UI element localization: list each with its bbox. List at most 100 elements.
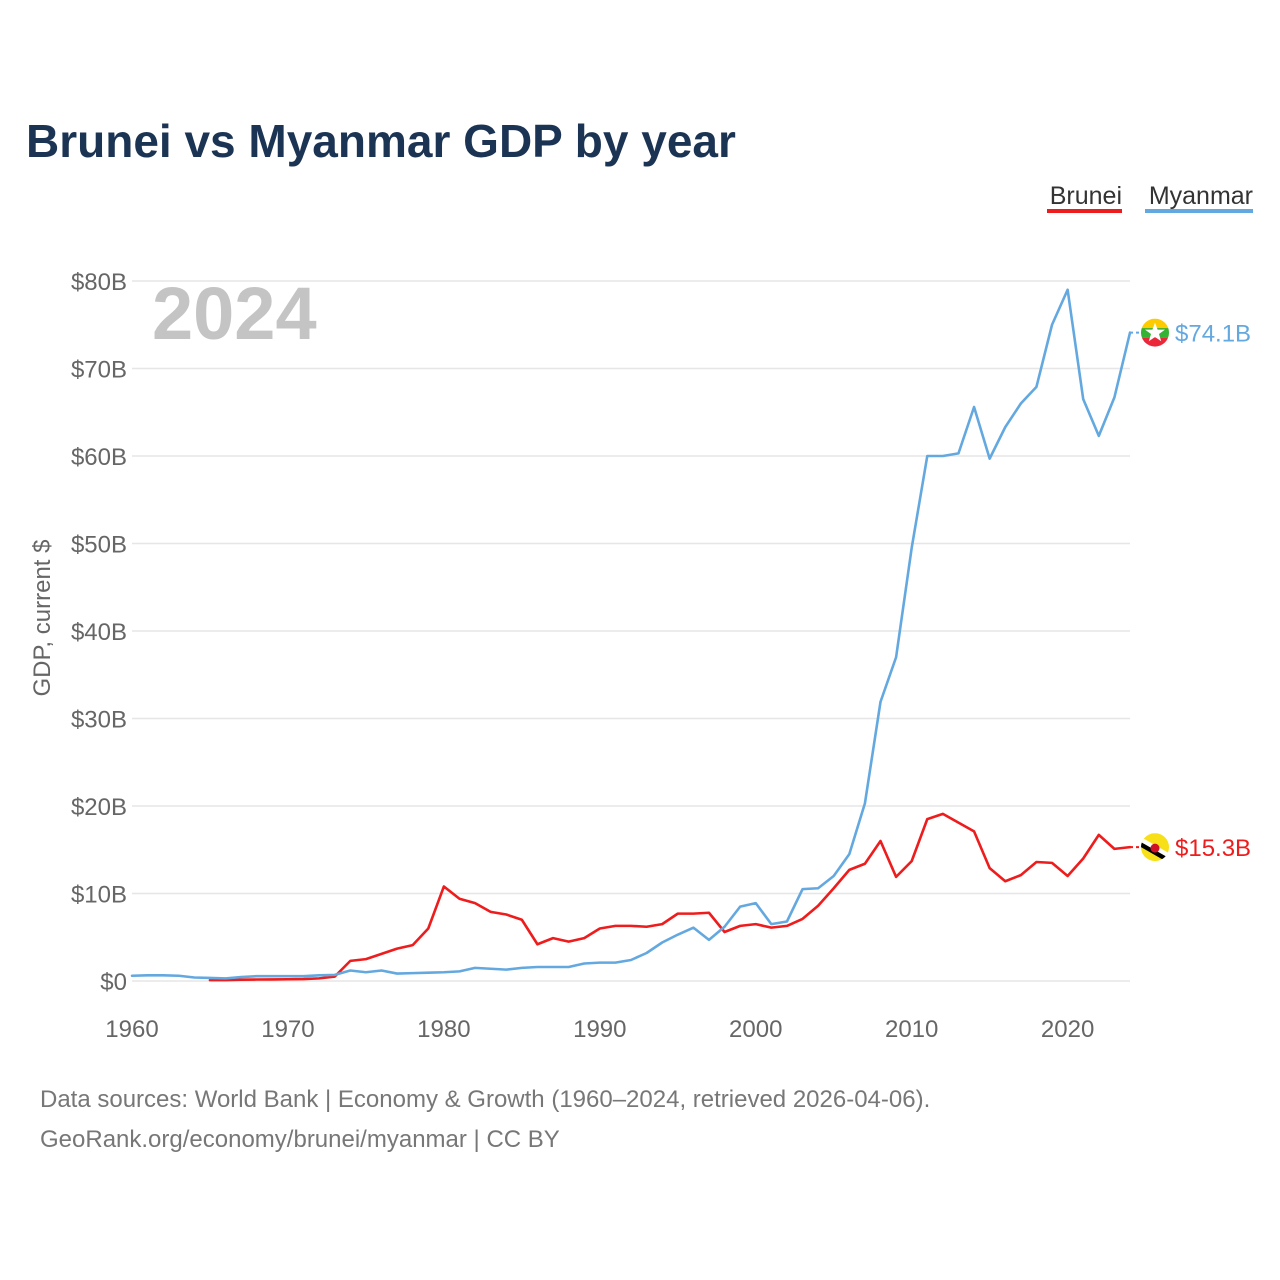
data-point-brunei[interactable] — [987, 866, 992, 871]
data-point-brunei[interactable] — [956, 820, 961, 825]
data-point-brunei[interactable] — [1065, 874, 1070, 879]
data-point-myanmar[interactable] — [332, 972, 337, 977]
data-point-myanmar[interactable] — [207, 975, 212, 980]
data-point-brunei[interactable] — [473, 901, 478, 906]
data-point-brunei[interactable] — [410, 943, 415, 948]
data-point-brunei[interactable] — [894, 874, 899, 879]
data-point-myanmar[interactable] — [738, 904, 743, 909]
data-point-myanmar[interactable] — [1003, 425, 1008, 430]
data-point-myanmar[interactable] — [254, 974, 259, 979]
data-point-myanmar[interactable] — [301, 974, 306, 979]
data-point-brunei[interactable] — [972, 829, 977, 834]
data-point-myanmar[interactable] — [706, 937, 711, 942]
data-point-myanmar[interactable] — [270, 974, 275, 979]
data-point-myanmar[interactable] — [1050, 322, 1055, 327]
data-point-brunei[interactable] — [1112, 846, 1117, 851]
data-point-myanmar[interactable] — [660, 940, 665, 945]
data-point-brunei[interactable] — [1096, 832, 1101, 837]
data-point-myanmar[interactable] — [239, 975, 244, 980]
data-point-brunei[interactable] — [504, 912, 509, 917]
data-point-myanmar[interactable] — [551, 965, 556, 970]
data-point-brunei[interactable] — [909, 859, 914, 864]
data-point-myanmar[interactable] — [192, 975, 197, 980]
data-point-brunei[interactable] — [535, 942, 540, 947]
data-point-brunei[interactable] — [940, 811, 945, 816]
data-point-myanmar[interactable] — [597, 960, 602, 965]
data-point-brunei[interactable] — [831, 886, 836, 891]
data-point-myanmar[interactable] — [1081, 397, 1086, 402]
data-point-brunei[interactable] — [441, 884, 446, 889]
data-point-myanmar[interactable] — [145, 973, 150, 978]
data-point-myanmar[interactable] — [582, 961, 587, 966]
data-point-myanmar[interactable] — [519, 965, 524, 970]
data-point-brunei[interactable] — [722, 930, 727, 935]
data-point-myanmar[interactable] — [925, 454, 930, 459]
data-point-brunei[interactable] — [1018, 873, 1023, 878]
data-point-myanmar[interactable] — [161, 973, 166, 978]
data-point-brunei[interactable] — [925, 817, 930, 822]
data-point-brunei[interactable] — [800, 916, 805, 921]
data-point-brunei[interactable] — [348, 958, 353, 963]
data-point-brunei[interactable] — [1050, 860, 1055, 865]
data-point-myanmar[interactable] — [753, 901, 758, 906]
data-point-brunei[interactable] — [597, 926, 602, 931]
data-point-brunei[interactable] — [395, 946, 400, 951]
data-point-myanmar[interactable] — [1096, 433, 1101, 438]
data-point-myanmar[interactable] — [566, 965, 571, 970]
data-point-brunei[interactable] — [878, 839, 883, 844]
data-point-myanmar[interactable] — [426, 970, 431, 975]
data-point-myanmar[interactable] — [909, 545, 914, 550]
data-point-brunei[interactable] — [566, 939, 571, 944]
data-point-myanmar[interactable] — [1112, 395, 1117, 400]
data-point-myanmar[interactable] — [379, 968, 384, 973]
data-point-myanmar[interactable] — [457, 969, 462, 974]
data-point-myanmar[interactable] — [176, 973, 181, 978]
data-point-myanmar[interactable] — [130, 973, 135, 978]
data-point-myanmar[interactable] — [847, 852, 852, 857]
data-point-myanmar[interactable] — [441, 970, 446, 975]
data-point-brunei[interactable] — [644, 924, 649, 929]
data-point-myanmar[interactable] — [972, 405, 977, 410]
data-point-brunei[interactable] — [847, 867, 852, 872]
data-point-brunei[interactable] — [363, 957, 368, 962]
data-point-brunei[interactable] — [613, 923, 618, 928]
data-point-myanmar[interactable] — [410, 971, 415, 976]
data-point-myanmar[interactable] — [488, 966, 493, 971]
data-point-brunei[interactable] — [582, 936, 587, 941]
data-point-myanmar[interactable] — [223, 976, 228, 981]
data-point-myanmar[interactable] — [395, 971, 400, 976]
data-point-brunei[interactable] — [551, 936, 556, 941]
legend-item-myanmar[interactable]: Myanmar — [1145, 182, 1253, 213]
data-point-brunei[interactable] — [488, 909, 493, 914]
data-point-brunei[interactable] — [738, 923, 743, 928]
data-point-myanmar[interactable] — [317, 973, 322, 978]
data-point-brunei[interactable] — [691, 911, 696, 916]
data-point-myanmar[interactable] — [1018, 401, 1023, 406]
data-point-brunei[interactable] — [457, 896, 462, 901]
data-point-myanmar[interactable] — [940, 454, 945, 459]
data-point-myanmar[interactable] — [613, 960, 618, 965]
data-point-myanmar[interactable] — [769, 922, 774, 927]
data-point-myanmar[interactable] — [629, 958, 634, 963]
data-point-myanmar[interactable] — [535, 965, 540, 970]
data-point-myanmar[interactable] — [722, 924, 727, 929]
data-point-myanmar[interactable] — [800, 887, 805, 892]
legend-item-brunei[interactable]: Brunei — [1047, 182, 1122, 213]
data-point-brunei[interactable] — [629, 923, 634, 928]
data-point-brunei[interactable] — [816, 903, 821, 908]
data-point-myanmar[interactable] — [473, 965, 478, 970]
data-point-myanmar[interactable] — [691, 925, 696, 930]
data-point-brunei[interactable] — [753, 922, 758, 927]
data-point-myanmar[interactable] — [894, 655, 899, 660]
data-point-myanmar[interactable] — [1034, 384, 1039, 389]
data-point-brunei[interactable] — [784, 923, 789, 928]
data-point-brunei[interactable] — [426, 926, 431, 931]
data-point-myanmar[interactable] — [831, 874, 836, 879]
data-point-brunei[interactable] — [519, 917, 524, 922]
data-point-myanmar[interactable] — [1065, 287, 1070, 292]
data-point-myanmar[interactable] — [675, 932, 680, 937]
data-point-brunei[interactable] — [1003, 879, 1008, 884]
data-point-myanmar[interactable] — [644, 951, 649, 956]
data-point-myanmar[interactable] — [348, 968, 353, 973]
data-point-brunei[interactable] — [1034, 860, 1039, 865]
